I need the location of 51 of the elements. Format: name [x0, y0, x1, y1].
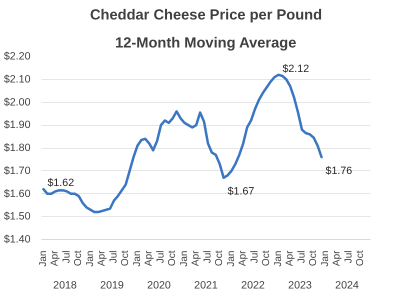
x-tick-label: Jul	[249, 250, 260, 264]
text: 2022	[241, 280, 265, 291]
text: 2021	[194, 280, 218, 291]
x-tick-label: Oct	[214, 250, 226, 266]
x-tick-label: Jan	[320, 250, 331, 267]
x-tick-label: Apr	[332, 250, 343, 266]
x-tick-label: Jul	[155, 250, 166, 264]
chart-subtitle: 12-Month Moving Average	[115, 36, 296, 52]
x-tick-label: Jan	[84, 250, 96, 267]
x-tick-label: Apr	[96, 250, 108, 266]
x-tick-label: Apr	[284, 250, 296, 266]
x-tick-label: Apr	[238, 250, 249, 266]
data-label: $1.76	[326, 165, 352, 178]
y-tick-label: $1.50	[4, 210, 31, 223]
y-tick-label: $2.00	[4, 96, 31, 108]
y-tick-label: $1.40	[4, 234, 31, 246]
y-tick-label: $2.10	[4, 73, 31, 86]
data-label: $1.67	[228, 186, 254, 198]
x-tick-label: Apr	[190, 250, 202, 266]
y-tick-label: $2.20	[4, 50, 31, 62]
text: 2019	[100, 280, 124, 291]
text: 2023	[288, 280, 312, 291]
x-tick-label: Oct	[261, 250, 272, 266]
x-tick-label: Oct	[355, 250, 366, 266]
x-tick-label: Jan	[272, 250, 284, 267]
x-tick-label: Jul	[202, 250, 214, 264]
x-tick-label: Oct	[73, 250, 84, 266]
y-tick-label: $1.70	[4, 164, 31, 177]
line-series	[42, 74, 323, 214]
x-tick-label: Oct	[308, 250, 320, 266]
x-tick-label: Apr	[50, 250, 61, 266]
text: 2020	[147, 280, 171, 291]
text: 2018	[53, 280, 77, 291]
x-tick-label: Oct	[167, 250, 178, 266]
x-tick-label: Jul	[343, 250, 354, 264]
y-tick-label: $1.60	[4, 188, 31, 200]
x-tick-label: Jan	[132, 250, 143, 267]
y-tick-label: $1.80	[4, 142, 31, 154]
data-label: $1.62	[47, 177, 74, 190]
x-tick-label: Oct	[120, 250, 132, 266]
text: 2024	[335, 280, 359, 291]
x-tick-label: Apr	[144, 250, 155, 266]
x-tick-label: Jul	[108, 250, 120, 264]
data-label: $2.12	[282, 62, 310, 75]
x-tick-label: Jan	[178, 250, 190, 267]
chart-title: Cheddar Cheese Price per Pound	[90, 8, 322, 24]
x-tick-label: Jul	[296, 250, 308, 264]
x-tick-label: Jul	[61, 250, 72, 264]
y-tick-label: $1.90	[4, 119, 31, 132]
x-tick-label: Jan	[38, 250, 49, 267]
x-tick-label: Jan	[226, 250, 237, 267]
